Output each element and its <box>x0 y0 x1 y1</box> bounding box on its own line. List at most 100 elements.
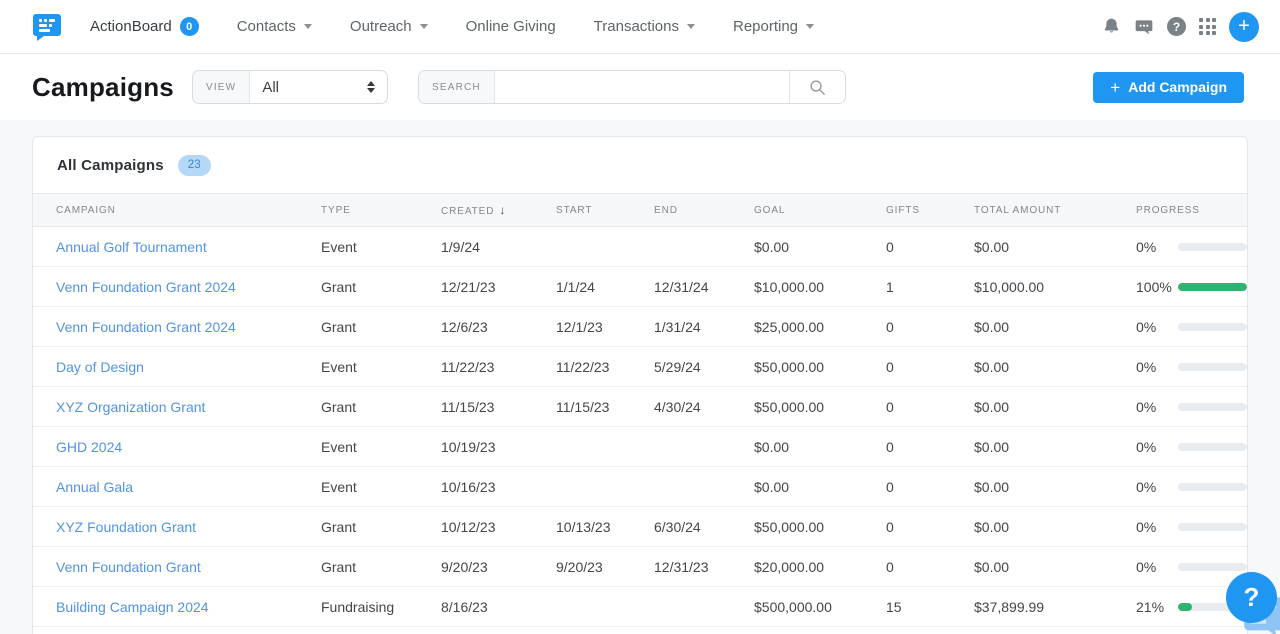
table-header-row: CAMPAIGN TYPE CREATED↓ START END GOAL GI… <box>33 194 1247 227</box>
start-cell: 9/20/23 <box>556 547 654 587</box>
campaign-link[interactable]: Venn Foundation Grant 2024 <box>56 279 236 295</box>
table-row: GHD 2024 Event 10/19/23 $0.00 0 $0.00 0% <box>33 427 1247 467</box>
add-campaign-label: Add Campaign <box>1128 79 1227 95</box>
help-icon[interactable]: ? <box>1167 17 1186 36</box>
search-input[interactable] <box>495 71 789 103</box>
campaign-count-badge: 23 <box>178 155 211 176</box>
column-header-total-amount[interactable]: TOTAL AMOUNT <box>974 194 1136 227</box>
table-body: Annual Golf Tournament Event 1/9/24 $0.0… <box>33 227 1247 627</box>
view-selected-value: All <box>262 79 279 96</box>
progress-bar <box>1178 443 1247 451</box>
column-header-type[interactable]: TYPE <box>321 194 441 227</box>
progress-cell: 0% <box>1136 227 1247 267</box>
gifts-cell: 1 <box>886 267 974 307</box>
progress-percent: 100% <box>1136 279 1172 295</box>
total-amount-cell: $0.00 <box>974 467 1136 507</box>
end-cell <box>654 587 754 627</box>
campaign-link[interactable]: Annual Golf Tournament <box>56 239 207 255</box>
created-cell: 1/9/24 <box>441 227 556 267</box>
type-cell: Event <box>321 227 441 267</box>
campaign-cell: XYZ Organization Grant <box>33 387 321 427</box>
gifts-cell: 0 <box>886 307 974 347</box>
end-cell: 12/31/23 <box>654 547 754 587</box>
total-amount-cell: $0.00 <box>974 547 1136 587</box>
goal-cell: $50,000.00 <box>754 507 886 547</box>
column-header-end[interactable]: END <box>654 194 754 227</box>
campaign-link[interactable]: XYZ Foundation Grant <box>56 519 196 535</box>
goal-cell: $0.00 <box>754 467 886 507</box>
progress-bar <box>1178 523 1247 531</box>
nav-item-actionboard[interactable]: ActionBoard 0 <box>90 17 199 36</box>
column-header-goal[interactable]: GOAL <box>754 194 886 227</box>
campaign-cell: XYZ Foundation Grant <box>33 507 321 547</box>
table-row: Annual Gala Event 10/16/23 $0.00 0 $0.00… <box>33 467 1247 507</box>
goal-cell: $50,000.00 <box>754 347 886 387</box>
progress-percent: 0% <box>1136 399 1172 415</box>
end-cell: 1/31/24 <box>654 307 754 347</box>
column-header-start[interactable]: START <box>556 194 654 227</box>
column-header-gifts[interactable]: GIFTS <box>886 194 974 227</box>
type-cell: Event <box>321 427 441 467</box>
content-area: All Campaigns 23 CAMPAIGN TYPE CREATED↓ … <box>0 120 1280 634</box>
chat-icon[interactable] <box>1134 17 1154 37</box>
campaign-link[interactable]: Day of Design <box>56 359 144 375</box>
view-select[interactable]: All <box>250 71 387 103</box>
nav-items: ActionBoard 0 Contacts Outreach Online G… <box>90 17 814 36</box>
type-cell: Grant <box>321 507 441 547</box>
type-cell: Grant <box>321 267 441 307</box>
campaign-link[interactable]: GHD 2024 <box>56 439 122 455</box>
start-cell: 12/1/23 <box>556 307 654 347</box>
campaign-link[interactable]: Building Campaign 2024 <box>56 599 209 615</box>
add-campaign-button[interactable]: + Add Campaign <box>1093 72 1244 103</box>
goal-cell: $20,000.00 <box>754 547 886 587</box>
progress-bar <box>1178 283 1247 291</box>
column-header-progress[interactable]: PROGRESS <box>1136 194 1247 227</box>
nav-item-outreach[interactable]: Outreach <box>350 18 428 35</box>
chevron-down-icon <box>806 24 814 29</box>
total-amount-cell: $37,899.99 <box>974 587 1136 627</box>
chevron-down-icon <box>420 24 428 29</box>
end-cell: 6/30/24 <box>654 507 754 547</box>
campaign-link[interactable]: Venn Foundation Grant 2024 <box>56 319 236 335</box>
table-row: Venn Foundation Grant Grant 9/20/23 9/20… <box>33 547 1247 587</box>
end-cell: 5/29/24 <box>654 347 754 387</box>
created-cell: 11/22/23 <box>441 347 556 387</box>
nav-item-contacts[interactable]: Contacts <box>237 18 312 35</box>
start-cell <box>556 467 654 507</box>
nav-label: ActionBoard <box>90 18 172 35</box>
campaign-link[interactable]: Venn Foundation Grant <box>56 559 201 575</box>
quick-add-button[interactable]: + <box>1229 12 1259 42</box>
page-title: Campaigns <box>32 72 174 103</box>
sort-desc-icon: ↓ <box>499 203 506 217</box>
select-updown-icon <box>367 81 375 93</box>
gifts-cell: 15 <box>886 587 974 627</box>
goal-cell: $50,000.00 <box>754 387 886 427</box>
nav-item-transactions[interactable]: Transactions <box>594 18 695 35</box>
column-header-created[interactable]: CREATED↓ <box>441 194 556 227</box>
column-header-campaign[interactable]: CAMPAIGN <box>33 194 321 227</box>
notifications-bell-icon[interactable] <box>1101 17 1121 37</box>
progress-bar-fill <box>1178 603 1192 611</box>
progress-cell: 0% <box>1136 347 1247 387</box>
campaigns-card: All Campaigns 23 CAMPAIGN TYPE CREATED↓ … <box>32 136 1248 634</box>
page-header: Campaigns VIEW All SEARCH + Add Campaign <box>0 54 1280 120</box>
campaign-link[interactable]: XYZ Organization Grant <box>56 399 205 415</box>
nav-item-reporting[interactable]: Reporting <box>733 18 814 35</box>
help-fab-button[interactable]: ? <box>1226 572 1277 623</box>
search-button[interactable] <box>789 71 845 103</box>
campaign-cell: Annual Gala <box>33 467 321 507</box>
type-cell: Grant <box>321 387 441 427</box>
total-amount-cell: $0.00 <box>974 227 1136 267</box>
campaigns-table: CAMPAIGN TYPE CREATED↓ START END GOAL GI… <box>33 193 1247 627</box>
apps-grid-icon[interactable] <box>1199 18 1216 35</box>
goal-cell: $25,000.00 <box>754 307 886 347</box>
table-row: Annual Golf Tournament Event 1/9/24 $0.0… <box>33 227 1247 267</box>
actionboard-count-badge: 0 <box>180 17 199 36</box>
start-cell: 11/15/23 <box>556 387 654 427</box>
campaign-cell: GHD 2024 <box>33 427 321 467</box>
campaign-link[interactable]: Annual Gala <box>56 479 133 495</box>
nav-item-online-giving[interactable]: Online Giving <box>466 18 556 35</box>
app-logo-icon[interactable] <box>32 12 62 42</box>
progress-bar <box>1178 323 1247 331</box>
nav-label: Online Giving <box>466 18 556 35</box>
